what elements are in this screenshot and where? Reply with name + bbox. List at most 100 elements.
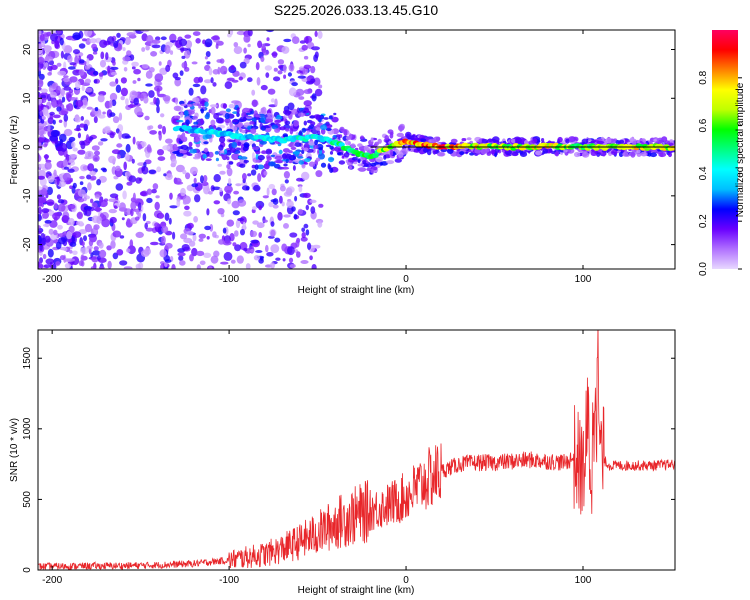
spectrogram-cell — [362, 160, 367, 164]
spectrogram-cell — [233, 190, 240, 195]
spectrogram-cell — [113, 40, 119, 49]
spectrogram-cell — [176, 198, 181, 208]
spectrogram-cell — [179, 47, 189, 51]
spectrogram-cell — [132, 192, 136, 202]
spectrogram-cell — [253, 184, 261, 192]
y-tick-label: -20 — [22, 237, 33, 252]
spectrogram-cell — [309, 115, 315, 119]
spectrogram-cell — [274, 128, 280, 133]
spectrogram-cell — [172, 72, 179, 79]
spectrogram-cell — [303, 55, 309, 60]
spectrogram-cell — [188, 87, 194, 96]
colorbar-title: Normalized spectral amplitude — [735, 82, 746, 217]
spectrogram-cell — [349, 133, 352, 139]
spectrogram-cell — [232, 242, 237, 247]
spectrogram-cell — [244, 107, 250, 112]
spectrogram-cell — [490, 149, 496, 155]
spectrogram-cell — [515, 137, 522, 144]
spectrogram-cell — [271, 51, 278, 58]
spectrogram-cell — [243, 34, 251, 43]
spectrogram-cell — [98, 72, 104, 77]
spectrogram-cell — [315, 127, 321, 131]
spectrogram-cell — [203, 79, 212, 84]
spectrogram-cell — [110, 71, 118, 76]
spectrogram-cell — [370, 168, 374, 174]
spectrogram-cell — [210, 106, 216, 115]
spectrogram-cell — [124, 135, 131, 139]
spectrogram-cell — [225, 108, 231, 113]
spectrogram-cell — [63, 114, 69, 122]
spectrogram-cell — [565, 138, 570, 144]
spectrogram-cell — [232, 111, 239, 114]
spectrogram-cell — [204, 113, 210, 120]
spectrogram-cell — [239, 139, 247, 144]
spectrogram-cell — [230, 259, 236, 264]
spectrogram-cell — [210, 104, 218, 108]
spectrogram-cell — [129, 239, 134, 249]
spectrogram-cell — [115, 183, 124, 191]
spectrogram-cell — [38, 118, 41, 123]
spectrogram-cell — [44, 138, 51, 143]
spectrogram-cell — [265, 244, 269, 253]
spectrogram-cell — [649, 152, 658, 158]
spectrogram-cell — [301, 127, 307, 133]
spectrogram-cell — [38, 56, 45, 64]
spectrogram-cell — [44, 154, 49, 161]
spectrogram-cell — [40, 104, 44, 110]
spectrogram-cell — [297, 208, 303, 215]
spectrogram-cell — [315, 114, 321, 121]
spectrogram-cell — [102, 111, 106, 115]
spectrogram-cell — [109, 132, 115, 139]
spectrogram-cell — [183, 110, 189, 116]
spectrogram-cell — [84, 223, 93, 233]
spectrogram-cell — [271, 124, 279, 130]
spectrogram-cell — [283, 163, 288, 167]
spectrogram-cell — [139, 94, 144, 102]
spectrogram-cell — [482, 149, 487, 154]
spectrogram-cell — [78, 69, 85, 76]
x-tick-label: 100 — [575, 274, 592, 285]
spectrogram-cell — [198, 233, 206, 239]
spectrogram-cell — [256, 222, 265, 229]
spectrogram-cell — [268, 201, 274, 208]
spectrogram-cell — [263, 170, 268, 176]
spectrogram-cell — [329, 145, 334, 150]
spectrogram-cell — [47, 175, 55, 183]
spectrogram-cell — [606, 137, 612, 144]
spectrogram-cell — [91, 202, 98, 209]
spectrogram-cell — [613, 138, 617, 141]
spectrogram-cell — [140, 249, 150, 257]
spectrogram-cell — [668, 152, 672, 158]
spectrogram-cell — [107, 36, 115, 45]
spectrogram-cell — [257, 154, 265, 161]
spectrogram-cell — [227, 198, 232, 205]
spectrogram-cell — [469, 152, 475, 156]
spectrogram-cell — [71, 256, 80, 266]
spectrogram-cell — [320, 162, 327, 168]
spectrogram-cell — [541, 138, 545, 142]
colorbar: 0.00.20.40.60.8 Normalized spectral ampl… — [698, 30, 742, 276]
spectrogram-cell — [69, 241, 77, 247]
spectrogram-cell — [148, 90, 155, 98]
spectrogram-cell — [265, 72, 270, 78]
spectrogram-cell — [53, 202, 58, 210]
spectrogram-cell — [56, 106, 62, 112]
spectrogram-cell — [234, 230, 239, 237]
spectrogram-cell — [102, 168, 107, 173]
spectrogram-cell — [219, 58, 225, 64]
spectrogram-cell — [38, 196, 47, 203]
spectrogram-cell — [182, 200, 188, 205]
spectrogram-cell — [130, 208, 134, 217]
spectrogram-cell — [284, 109, 291, 116]
spectrogram-cell — [236, 30, 246, 36]
spectrogram-cell — [231, 119, 239, 123]
spectrogram-cell — [169, 50, 174, 55]
spectrogram-cell — [180, 233, 188, 240]
spectrogram-cell — [115, 165, 121, 172]
spectrogram-cell — [176, 153, 184, 157]
spectrogram-cell — [75, 100, 84, 107]
spectrogram-cell — [79, 123, 85, 128]
spectrogram-cell — [116, 143, 123, 148]
spectrogram-cell — [341, 155, 345, 159]
spectrogram-cell — [350, 143, 356, 148]
